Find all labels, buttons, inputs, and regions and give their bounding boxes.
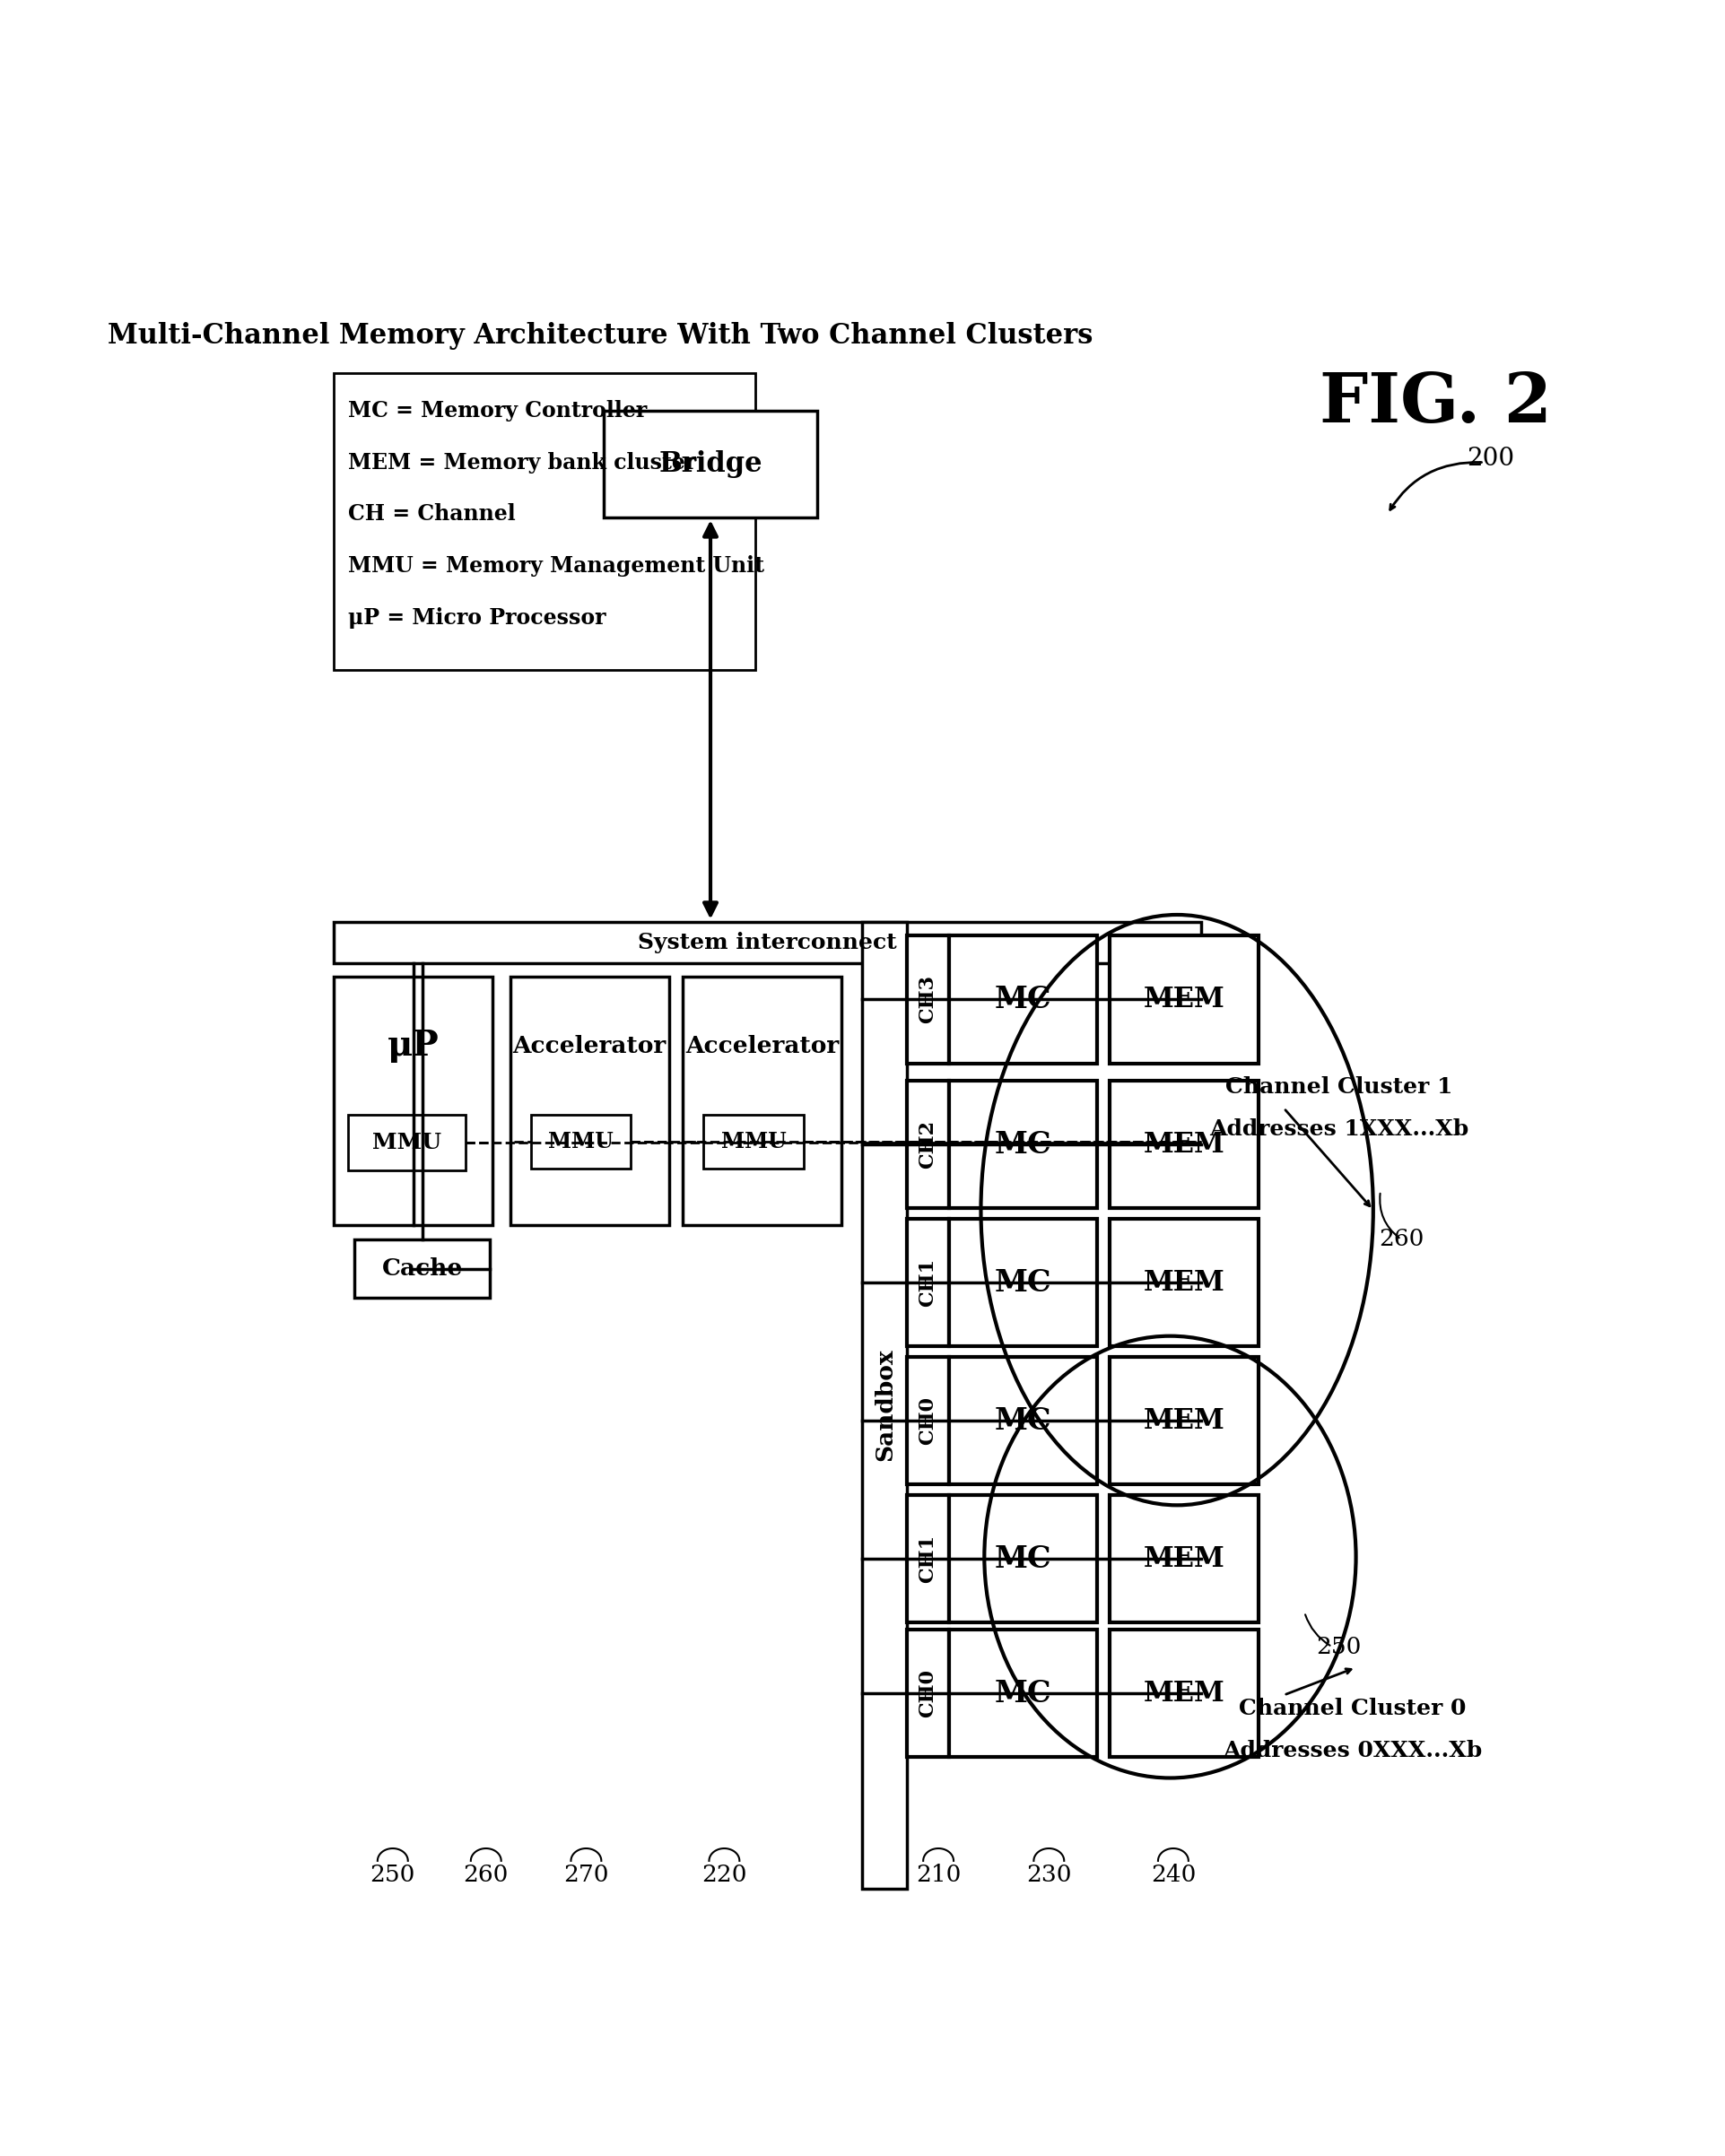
Text: Accelerator: Accelerator bbox=[512, 1035, 666, 1056]
Text: CH0: CH0 bbox=[918, 1397, 937, 1445]
Text: 250: 250 bbox=[369, 1863, 416, 1886]
Bar bbox=[907, 1356, 949, 1485]
Bar bbox=[949, 1218, 1097, 1345]
Bar bbox=[335, 373, 756, 671]
Text: Bridge: Bridge bbox=[659, 451, 762, 479]
Bar bbox=[531, 1115, 631, 1169]
Text: μP = Micro Processor: μP = Micro Processor bbox=[348, 608, 605, 630]
Text: 240: 240 bbox=[1151, 1863, 1195, 1886]
Text: CH1: CH1 bbox=[918, 1535, 937, 1583]
Text: MMU: MMU bbox=[549, 1132, 614, 1153]
Text: MC = Memory Controller: MC = Memory Controller bbox=[348, 399, 647, 420]
Text: CH0: CH0 bbox=[918, 1669, 937, 1718]
Bar bbox=[511, 977, 669, 1225]
Text: MEM: MEM bbox=[1142, 1406, 1225, 1434]
Text: Cache: Cache bbox=[381, 1257, 462, 1281]
Text: Sandbox: Sandbox bbox=[873, 1350, 895, 1462]
Bar bbox=[907, 1494, 949, 1623]
Text: CH2: CH2 bbox=[918, 1121, 937, 1169]
Text: MEM: MEM bbox=[1142, 1268, 1225, 1296]
Text: Channel Cluster 1: Channel Cluster 1 bbox=[1225, 1076, 1452, 1097]
Bar bbox=[1109, 936, 1258, 1063]
Text: System interconnect: System interconnect bbox=[638, 931, 897, 953]
Bar bbox=[683, 977, 842, 1225]
Text: μP: μP bbox=[388, 1028, 440, 1063]
Text: 260: 260 bbox=[1378, 1229, 1423, 1250]
Text: MEM = Memory bank cluster: MEM = Memory bank cluster bbox=[348, 451, 695, 472]
Bar bbox=[1109, 1630, 1258, 1757]
Text: MMU: MMU bbox=[373, 1132, 442, 1153]
Text: 260: 260 bbox=[462, 1863, 509, 1886]
Text: 220: 220 bbox=[702, 1863, 747, 1886]
Text: CH3: CH3 bbox=[918, 975, 937, 1024]
Text: Multi-Channel Memory Architecture With Two Channel Clusters: Multi-Channel Memory Architecture With T… bbox=[107, 321, 1092, 349]
Text: 250: 250 bbox=[1316, 1636, 1361, 1658]
Text: MEM: MEM bbox=[1142, 1546, 1225, 1572]
Bar bbox=[907, 1080, 949, 1207]
Text: MC: MC bbox=[994, 1406, 1051, 1436]
Text: MEM: MEM bbox=[1142, 1680, 1225, 1708]
Bar bbox=[335, 977, 493, 1225]
Text: Accelerator: Accelerator bbox=[685, 1035, 838, 1056]
Bar bbox=[704, 1115, 804, 1169]
Bar bbox=[862, 921, 907, 1889]
Bar bbox=[1109, 1218, 1258, 1345]
Bar bbox=[355, 1240, 490, 1298]
Text: CH1: CH1 bbox=[918, 1259, 937, 1307]
Bar bbox=[1109, 1356, 1258, 1485]
Text: 230: 230 bbox=[1026, 1863, 1071, 1886]
Bar bbox=[949, 1080, 1097, 1207]
Bar bbox=[604, 410, 818, 517]
Text: MC: MC bbox=[994, 1544, 1051, 1574]
Bar bbox=[1109, 1080, 1258, 1207]
Text: MC: MC bbox=[994, 985, 1051, 1013]
Text: MC: MC bbox=[994, 1130, 1051, 1160]
Text: MEM: MEM bbox=[1142, 985, 1225, 1013]
Text: 270: 270 bbox=[562, 1863, 609, 1886]
Bar bbox=[348, 1115, 466, 1171]
Bar bbox=[949, 1356, 1097, 1485]
Text: FIG. 2: FIG. 2 bbox=[1320, 371, 1551, 438]
Text: MC: MC bbox=[994, 1268, 1051, 1298]
Bar bbox=[949, 1630, 1097, 1757]
Text: 210: 210 bbox=[916, 1863, 961, 1886]
Bar bbox=[335, 921, 1201, 964]
Text: Addresses 0XXX...Xb: Addresses 0XXX...Xb bbox=[1223, 1740, 1482, 1761]
Bar bbox=[949, 936, 1097, 1063]
Text: MC: MC bbox=[994, 1680, 1051, 1708]
Text: Channel Cluster 0: Channel Cluster 0 bbox=[1239, 1699, 1466, 1720]
Text: MMU = Memory Management Unit: MMU = Memory Management Unit bbox=[348, 556, 764, 578]
Text: MMU: MMU bbox=[721, 1132, 787, 1153]
Bar bbox=[1109, 1494, 1258, 1623]
Text: MEM: MEM bbox=[1142, 1130, 1225, 1158]
Text: Addresses 1XXX...Xb: Addresses 1XXX...Xb bbox=[1209, 1119, 1468, 1141]
Bar bbox=[907, 1218, 949, 1345]
Bar bbox=[949, 1494, 1097, 1623]
Text: 200: 200 bbox=[1466, 446, 1515, 472]
Bar bbox=[907, 1630, 949, 1757]
Bar bbox=[907, 936, 949, 1063]
Text: CH = Channel: CH = Channel bbox=[348, 505, 516, 526]
